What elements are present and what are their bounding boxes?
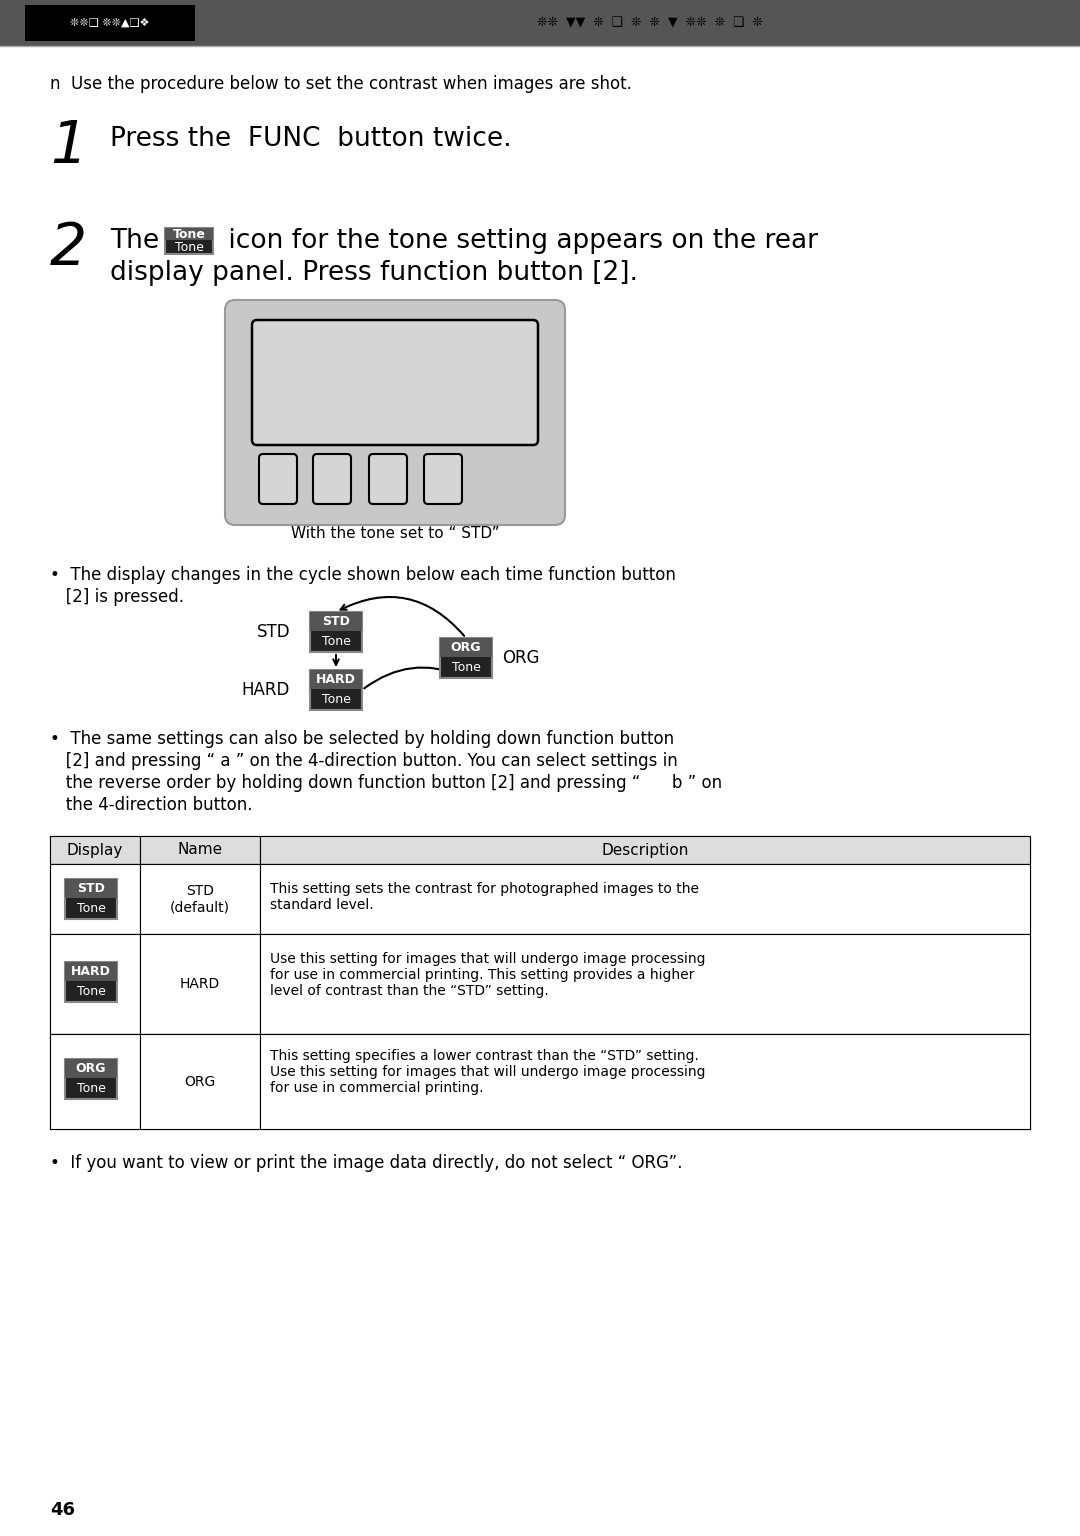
Bar bbox=[50, 934, 1030, 1034]
FancyBboxPatch shape bbox=[424, 455, 462, 504]
Bar bbox=[65, 962, 117, 982]
Bar bbox=[50, 1034, 140, 1129]
Text: This setting sets the contrast for photographed images to the
standard level.: This setting sets the contrast for photo… bbox=[270, 882, 699, 912]
Text: Tone: Tone bbox=[175, 241, 203, 253]
Text: display panel. Press function button [2].: display panel. Press function button [2]… bbox=[110, 260, 638, 286]
Text: ❊❊  ▼▼  ❊  ❑  ❊  ❊  ▼  ❊❊  ❊  ❑  ❊: ❊❊ ▼▼ ❊ ❑ ❊ ❊ ▼ ❊❊ ❊ ❑ ❊ bbox=[537, 17, 762, 29]
Text: ❊❊❑ ❊❊▲❑❖: ❊❊❑ ❊❊▲❑❖ bbox=[70, 18, 150, 28]
Bar bbox=[310, 670, 362, 690]
FancyBboxPatch shape bbox=[65, 962, 117, 1001]
Text: Tone: Tone bbox=[77, 902, 106, 915]
Bar bbox=[165, 227, 213, 241]
Text: the reverse order by holding down function button [2] and pressing “      b ” on: the reverse order by holding down functi… bbox=[50, 774, 723, 793]
Text: ORG: ORG bbox=[502, 650, 540, 667]
Text: ORG: ORG bbox=[76, 1061, 106, 1075]
Text: The: The bbox=[110, 227, 167, 253]
Text: 2: 2 bbox=[50, 220, 87, 276]
Text: With the tone set to “ STD”: With the tone set to “ STD” bbox=[291, 525, 499, 541]
Text: STD: STD bbox=[256, 624, 291, 641]
Text: Tone: Tone bbox=[77, 1081, 106, 1095]
FancyBboxPatch shape bbox=[259, 455, 297, 504]
Text: Tone: Tone bbox=[322, 693, 350, 707]
Text: [2] is pressed.: [2] is pressed. bbox=[50, 588, 184, 607]
FancyBboxPatch shape bbox=[369, 455, 407, 504]
Text: Display: Display bbox=[67, 843, 123, 857]
Text: HARD: HARD bbox=[242, 680, 291, 699]
Text: •  If you want to view or print the image data directly, do not select “ ORG”.: • If you want to view or print the image… bbox=[50, 1154, 683, 1172]
Text: ORG: ORG bbox=[185, 1075, 216, 1089]
Bar bbox=[260, 836, 1030, 863]
Text: Tone: Tone bbox=[77, 985, 106, 998]
Bar bbox=[50, 863, 140, 934]
FancyBboxPatch shape bbox=[65, 1058, 117, 1098]
Text: Description: Description bbox=[602, 843, 689, 857]
Bar bbox=[140, 934, 260, 1034]
Text: STD
(default): STD (default) bbox=[170, 883, 230, 914]
FancyBboxPatch shape bbox=[313, 455, 351, 504]
FancyBboxPatch shape bbox=[310, 611, 362, 651]
Bar bbox=[260, 934, 1030, 1034]
Text: STD: STD bbox=[322, 614, 350, 628]
Text: Tone: Tone bbox=[451, 660, 481, 674]
Bar bbox=[310, 611, 362, 631]
Text: •  The display changes in the cycle shown below each time function button: • The display changes in the cycle shown… bbox=[50, 565, 676, 584]
Bar bbox=[260, 863, 1030, 934]
Text: ORG: ORG bbox=[450, 641, 482, 654]
Text: HARD: HARD bbox=[316, 673, 356, 687]
FancyBboxPatch shape bbox=[225, 300, 565, 525]
Text: This setting specifies a lower contrast than the “STD” setting.
Use this setting: This setting specifies a lower contrast … bbox=[270, 1049, 705, 1095]
Bar bbox=[260, 1034, 1030, 1129]
Bar bbox=[0, 0, 1080, 46]
Text: •  The same settings can also be selected by holding down function button: • The same settings can also be selected… bbox=[50, 730, 674, 748]
Text: [2] and pressing “ a ” on the 4-direction button. You can select settings in: [2] and pressing “ a ” on the 4-directio… bbox=[50, 753, 678, 770]
Bar bbox=[65, 1058, 117, 1078]
Bar bbox=[50, 934, 140, 1034]
Text: 46: 46 bbox=[50, 1501, 75, 1519]
Bar bbox=[50, 863, 1030, 934]
Text: Press the  FUNC  button twice.: Press the FUNC button twice. bbox=[110, 126, 512, 152]
Bar bbox=[140, 836, 260, 863]
Bar bbox=[65, 879, 117, 899]
Bar bbox=[50, 836, 1030, 863]
Text: Use this setting for images that will undergo image processing
for use in commer: Use this setting for images that will un… bbox=[270, 952, 705, 998]
Bar bbox=[50, 836, 140, 863]
FancyBboxPatch shape bbox=[310, 670, 362, 710]
Text: the 4-direction button.: the 4-direction button. bbox=[50, 796, 253, 814]
Bar bbox=[140, 863, 260, 934]
Text: HARD: HARD bbox=[71, 965, 111, 978]
FancyBboxPatch shape bbox=[252, 319, 538, 445]
Text: HARD: HARD bbox=[180, 977, 220, 991]
Text: 1: 1 bbox=[50, 118, 87, 175]
Text: n  Use the procedure below to set the contrast when images are shot.: n Use the procedure below to set the con… bbox=[50, 75, 632, 94]
FancyBboxPatch shape bbox=[65, 879, 117, 919]
Bar bbox=[25, 5, 195, 41]
Bar bbox=[140, 1034, 260, 1129]
Text: Name: Name bbox=[177, 843, 222, 857]
FancyBboxPatch shape bbox=[165, 227, 213, 253]
Text: STD: STD bbox=[77, 882, 105, 895]
Text: Tone: Tone bbox=[173, 227, 205, 241]
Text: Tone: Tone bbox=[322, 634, 350, 648]
Bar bbox=[50, 1034, 1030, 1129]
FancyBboxPatch shape bbox=[440, 637, 492, 677]
Bar bbox=[440, 637, 492, 657]
Text: icon for the tone setting appears on the rear: icon for the tone setting appears on the… bbox=[220, 227, 818, 253]
